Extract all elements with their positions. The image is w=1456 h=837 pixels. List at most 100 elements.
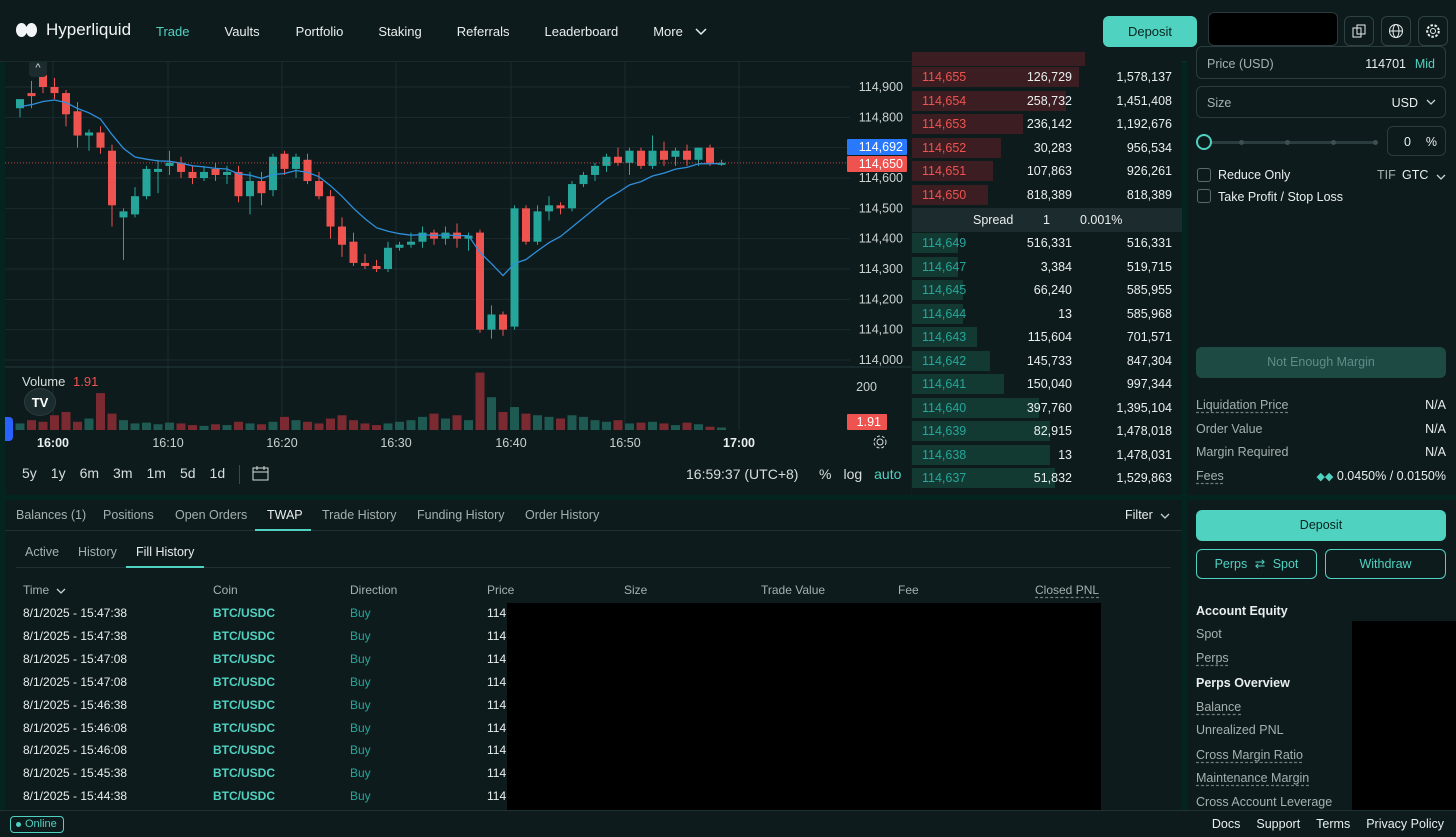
table-row[interactable]: 8/1/2025 - 15:46:08 BTC/USDC Buy 114, [5,743,1182,763]
chart-clock[interactable]: 16:59:37 (UTC+8) [686,466,799,482]
candlestick-chart[interactable]: 114,900114,800114,700114,600114,500114,4… [5,62,911,495]
tif-select[interactable]: GTC [1402,168,1429,182]
book-price[interactable]: 114,652 [922,140,967,155]
footer-link-docs[interactable]: Docs [1211,817,1241,831]
chevron-up-icon[interactable]: ^ [29,62,47,77]
cell-coin[interactable]: BTC/USDC [213,606,275,620]
table-row[interactable]: 8/1/2025 - 15:47:08 BTC/USDC Buy 114, [5,675,1182,695]
tab-positions[interactable]: Positions [103,508,154,522]
tradingview-logo-icon[interactable]: TV [24,388,56,416]
order-book-bid-row[interactable]: 114,644 13 585,968 [912,303,1182,325]
book-price[interactable]: 114,647 [922,259,967,274]
book-price[interactable]: 114,651 [922,164,967,178]
reduce-only-checkbox[interactable] [1197,168,1211,182]
order-book-bid-row[interactable]: 114,647 3,384 519,715 [912,256,1182,278]
book-price[interactable]: 114,640 [922,400,967,415]
order-book-ask-row[interactable]: 114,650 818,389 818,389 [912,184,1182,206]
price-input[interactable]: Price (USD) 114701 Mid [1196,46,1446,79]
table-row[interactable]: 8/1/2025 - 15:47:38 BTC/USDC Buy 114, [5,629,1182,649]
withdraw-button[interactable]: Withdraw [1325,549,1446,579]
nav-link-trade[interactable]: Trade [156,23,190,39]
tab-twap[interactable]: TWAP [267,508,303,522]
nav-link-portfolio[interactable]: Portfolio [295,23,344,39]
subtab-history[interactable]: History [78,545,117,559]
order-book-bid-row[interactable]: 114,645 66,240 585,955 [912,279,1182,301]
order-book-ask-row[interactable]: 114,654 258,732 1,451,408 [912,90,1182,112]
deposit-button-top[interactable]: Deposit [1103,16,1197,47]
order-book-ask-row[interactable]: 114,653 236,142 1,192,676 [912,113,1182,135]
order-book-ask-row[interactable]: 114,655 126,729 1,578,137 [912,66,1182,88]
book-price[interactable]: 114,638 [922,447,967,462]
order-book-bid-row[interactable]: 114,639 82,915 1,478,018 [912,420,1182,442]
auto-scale-toggle[interactable]: auto [874,466,902,482]
book-price[interactable]: 114,645 [922,283,967,297]
cell-coin[interactable]: BTC/USDC [213,697,275,712]
table-row[interactable]: 8/1/2025 - 15:46:38 BTC/USDC Buy 114, [5,698,1182,718]
brand-logo[interactable]: Hyperliquid [16,20,131,40]
timeframe-5y[interactable]: 5y [22,465,37,481]
chevron-down-icon[interactable] [1160,509,1170,523]
sidebar-toggle-handle[interactable] [5,417,13,441]
not-enough-margin-button[interactable]: Not Enough Margin [1196,347,1446,378]
col-time[interactable]: Time [23,583,50,597]
gear-icon[interactable] [1418,16,1448,46]
timeframe-6m[interactable]: 6m [79,465,100,481]
table-row[interactable]: 8/1/2025 - 15:47:08 BTC/USDC Buy 114, [5,652,1182,672]
timeframe-1y[interactable]: 1y [50,465,66,481]
mid-price-button[interactable]: Mid [1414,57,1435,71]
order-book-bid-row[interactable]: 114,640 397,760 1,395,104 [912,397,1182,419]
fees-label[interactable]: Fees [1196,469,1224,483]
cell-coin[interactable]: BTC/USDC [213,766,275,781]
maintenance-margin-label[interactable]: Maintenance Margin [1196,771,1310,785]
cell-coin[interactable]: BTC/USDC [213,720,275,735]
size-input[interactable]: Size USD [1196,86,1446,118]
order-book-bid-row[interactable]: 114,641 150,040 997,344 [912,373,1182,395]
chevron-down-icon[interactable] [56,584,66,598]
percent-scale-toggle[interactable]: % [819,466,832,482]
chevron-down-icon[interactable] [695,24,707,39]
tp-sl-checkbox[interactable] [1197,189,1211,203]
book-price[interactable]: 114,641 [922,377,967,391]
book-price[interactable]: 114,643 [922,330,967,344]
liquidation-price-label[interactable]: Liquidation Price [1196,398,1289,412]
cell-coin[interactable]: BTC/USDC [213,789,275,804]
nav-link-staking[interactable]: Staking [378,23,422,39]
chevron-down-icon[interactable] [1426,95,1436,109]
balance-label[interactable]: Balance [1196,700,1242,714]
subtab-active[interactable]: Active [25,545,60,559]
book-price[interactable]: 114,642 [922,353,967,368]
perps-spot-transfer-button[interactable]: Perps ⇄ Spot [1196,549,1317,579]
log-scale-toggle[interactable]: log [843,466,863,482]
book-price[interactable]: 114,649 [922,236,967,250]
nav-link-vaults[interactable]: Vaults [224,23,260,39]
deposit-button[interactable]: Deposit [1196,510,1446,541]
table-row[interactable]: 8/1/2025 - 15:46:08 BTC/USDC Buy 114, [5,721,1182,741]
table-row[interactable]: 8/1/2025 - 15:45:38 BTC/USDC Buy 114, [5,766,1182,786]
size-percent-input[interactable]: 0 % [1387,126,1446,156]
book-price[interactable]: 114,654 [922,93,967,108]
order-book-bid-row[interactable]: 114,643 115,604 701,571 [912,326,1182,348]
timeframe-1m[interactable]: 1m [146,465,166,481]
chart-settings-icon[interactable] [872,434,888,450]
table-row[interactable]: 8/1/2025 - 15:44:38 BTC/USDC Buy 114, [5,789,1182,809]
order-book-bid-row[interactable]: 114,638 13 1,478,031 [912,444,1182,466]
col-closed-pnl[interactable]: Closed PNL [1035,583,1100,597]
tab-open-orders[interactable]: Open Orders [175,508,248,522]
nav-link-leaderboard[interactable]: Leaderboard [544,23,619,39]
size-slider[interactable] [1196,132,1381,152]
chevron-down-icon[interactable] [1436,170,1446,184]
timeframe-5d[interactable]: 5d [179,465,196,481]
book-price[interactable]: 114,650 [922,187,967,202]
cell-coin[interactable]: BTC/USDC [213,743,275,758]
book-price[interactable]: 114,653 [922,117,967,131]
footer-link-privacy-policy[interactable]: Privacy Policy [1366,817,1444,831]
order-book-bid-row[interactable]: 114,649 516,331 516,331 [912,232,1182,254]
book-price[interactable]: 114,644 [922,306,967,321]
order-book-bid-row[interactable]: 114,642 145,733 847,304 [912,350,1182,372]
account-address-redacted[interactable] [1208,12,1338,46]
cell-coin[interactable]: BTC/USDC [213,674,275,689]
order-book-ask-row[interactable]: 114,652 30,283 956,534 [912,137,1182,159]
size-unit-select[interactable]: USD [1391,96,1418,110]
filter-button[interactable]: Filter [1125,508,1153,522]
tab-funding-history[interactable]: Funding History [417,508,505,522]
